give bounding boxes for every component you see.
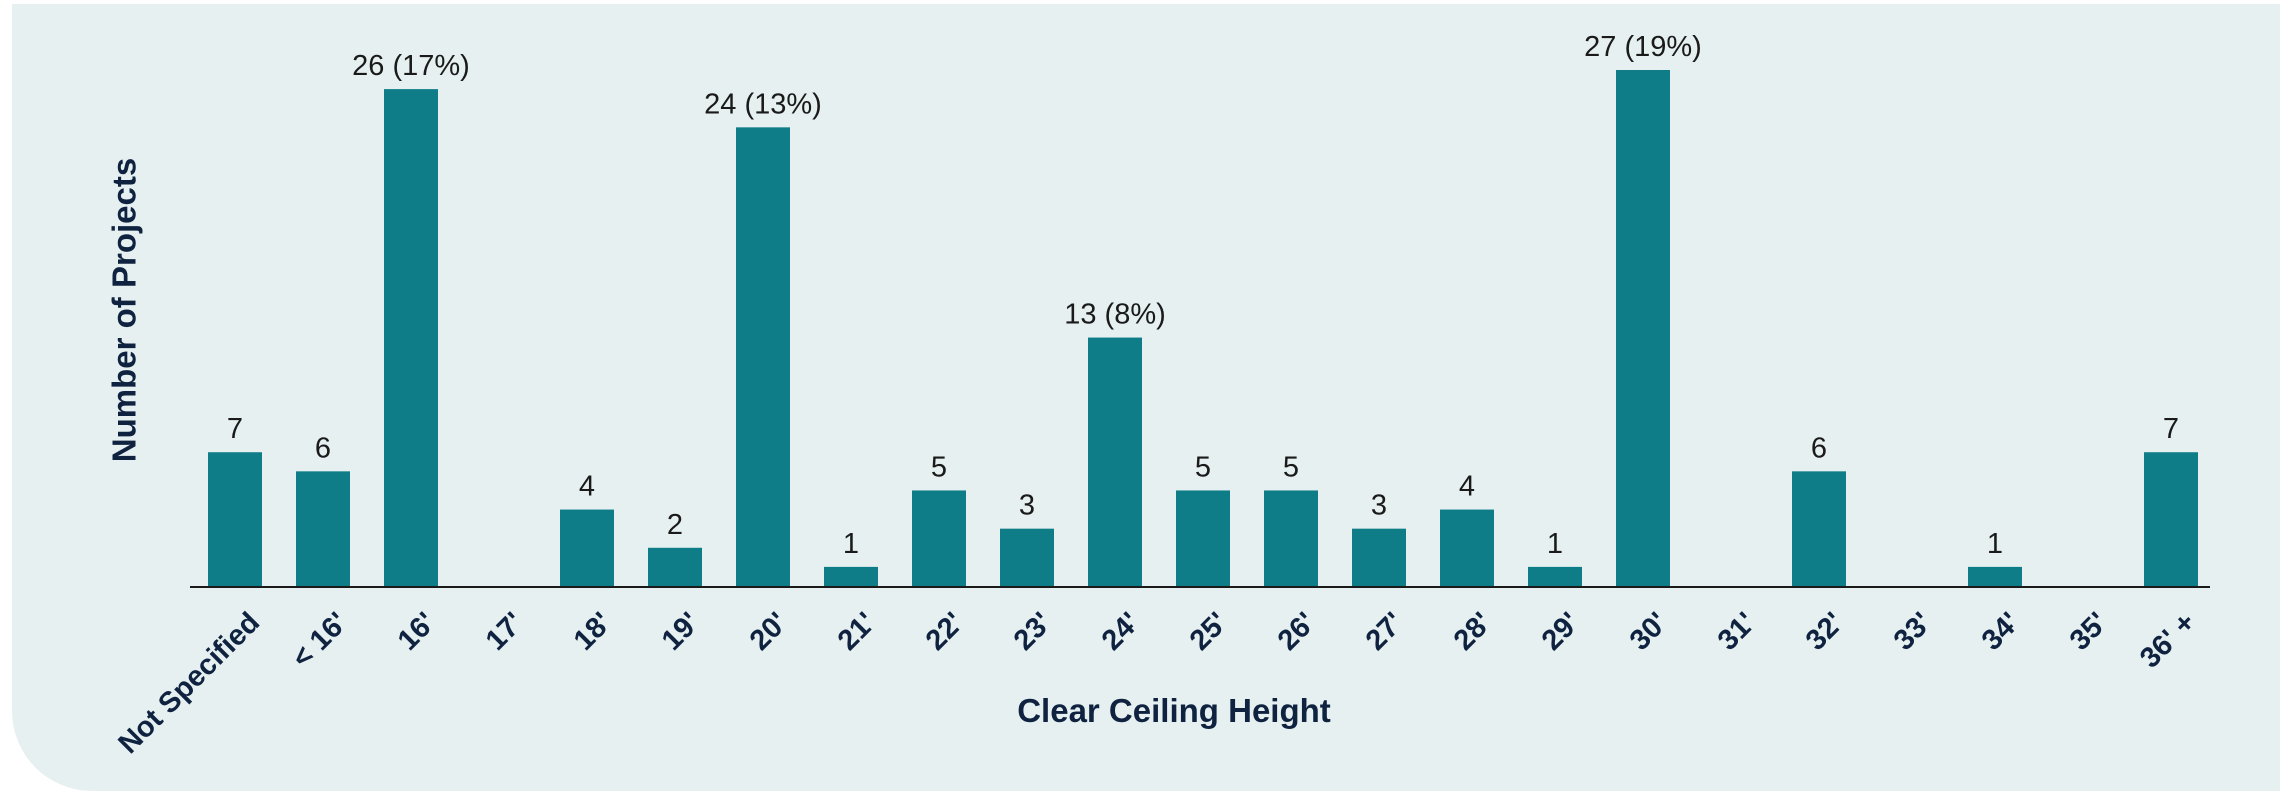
- x-tick-label: 23': [1008, 606, 1058, 656]
- x-tick-label: < 16': [286, 606, 354, 674]
- bar-value-label: 24 (13%): [704, 88, 822, 120]
- x-tick-label: Not Specified: [112, 606, 266, 760]
- bar: [1264, 490, 1318, 586]
- bar-value-label: 5: [931, 451, 947, 483]
- bar: [1968, 566, 2022, 586]
- x-tick-label: 33': [1888, 606, 1938, 656]
- bar-labels-group: 7 6 26 (17%) 4 2 24 (13%) 1 5 3 13 (8%) 5 5 3 4 1 27 (1…: [227, 31, 2179, 560]
- bar-value-label: 5: [1195, 451, 1211, 483]
- bar: [736, 127, 790, 586]
- bar: [296, 471, 350, 586]
- bar-value-label: 27 (19%): [1584, 31, 1702, 63]
- x-tick-label: 25': [1184, 606, 1234, 656]
- bar-value-label: 26 (17%): [352, 50, 470, 82]
- bar: [384, 89, 438, 586]
- bar: [1000, 528, 1054, 586]
- x-tick-label: 31': [1712, 606, 1762, 656]
- bar: [2144, 452, 2198, 586]
- bar: [1176, 490, 1230, 586]
- bar: [824, 566, 878, 586]
- x-tick-label: 19': [656, 606, 706, 656]
- bar-value-label: 1: [1987, 528, 2003, 560]
- x-tick-label: 22': [920, 606, 970, 656]
- bar: [1440, 509, 1494, 586]
- bar-value-label: 13 (8%): [1064, 299, 1166, 331]
- x-tick-label: 27': [1360, 606, 1410, 656]
- x-tick-label: 20': [744, 606, 794, 656]
- bar-chart: 7 6 26 (17%) 4 2 24 (13%) 1 5 3 13 (8%) 5 5 3 4 1 27 (1…: [106, 31, 2210, 760]
- chart-panel: 7 6 26 (17%) 4 2 24 (13%) 1 5 3 13 (8%) 5 5 3 4 1 27 (1…: [12, 4, 2280, 791]
- bar: [208, 452, 262, 586]
- bar-value-label: 6: [315, 432, 331, 464]
- x-tick-label: 18': [568, 606, 618, 656]
- bar: [1528, 566, 1582, 586]
- bar-value-label: 1: [1547, 528, 1563, 560]
- x-tick-label: 34': [1976, 606, 2026, 656]
- x-axis-title: Clear Ceiling Height: [1017, 692, 1331, 729]
- bar: [1088, 337, 1142, 586]
- x-tick-labels: Not Specified < 16' 16' 17' 18' 19' 20' 21' 22' 2…: [112, 606, 2202, 760]
- bar-value-label: 7: [2163, 413, 2179, 445]
- y-axis-title: Number of Projects: [106, 158, 143, 462]
- x-tick-label: 35': [2064, 606, 2114, 656]
- bar: [1616, 70, 1670, 586]
- bar: [560, 509, 614, 586]
- bar-value-label: 1: [843, 528, 859, 560]
- bar-value-label: 7: [227, 413, 243, 445]
- bar-value-label: 5: [1283, 451, 1299, 483]
- bars-group: [208, 70, 2198, 586]
- bar-value-label: 3: [1371, 490, 1387, 522]
- x-tick-label: 32': [1800, 606, 1850, 656]
- x-tick-label: 28': [1448, 606, 1498, 656]
- x-tick-label: 21': [832, 606, 882, 656]
- x-tick-label: 29': [1536, 606, 1586, 656]
- x-tick-label: 36' +: [2134, 606, 2202, 674]
- x-tick-label: 26': [1272, 606, 1322, 656]
- x-tick-label: 24': [1096, 606, 1146, 656]
- bar-value-label: 4: [579, 471, 595, 503]
- bar: [912, 490, 966, 586]
- bar: [648, 547, 702, 586]
- bar-value-label: 6: [1811, 432, 1827, 464]
- bar-value-label: 3: [1019, 490, 1035, 522]
- x-tick-label: 16': [392, 606, 442, 656]
- x-tick-label: 30': [1624, 606, 1674, 656]
- bar-value-label: 4: [1459, 471, 1475, 503]
- bar-value-label: 2: [667, 509, 683, 541]
- bar: [1352, 528, 1406, 586]
- x-tick-label: 17': [480, 606, 530, 656]
- bar: [1792, 471, 1846, 586]
